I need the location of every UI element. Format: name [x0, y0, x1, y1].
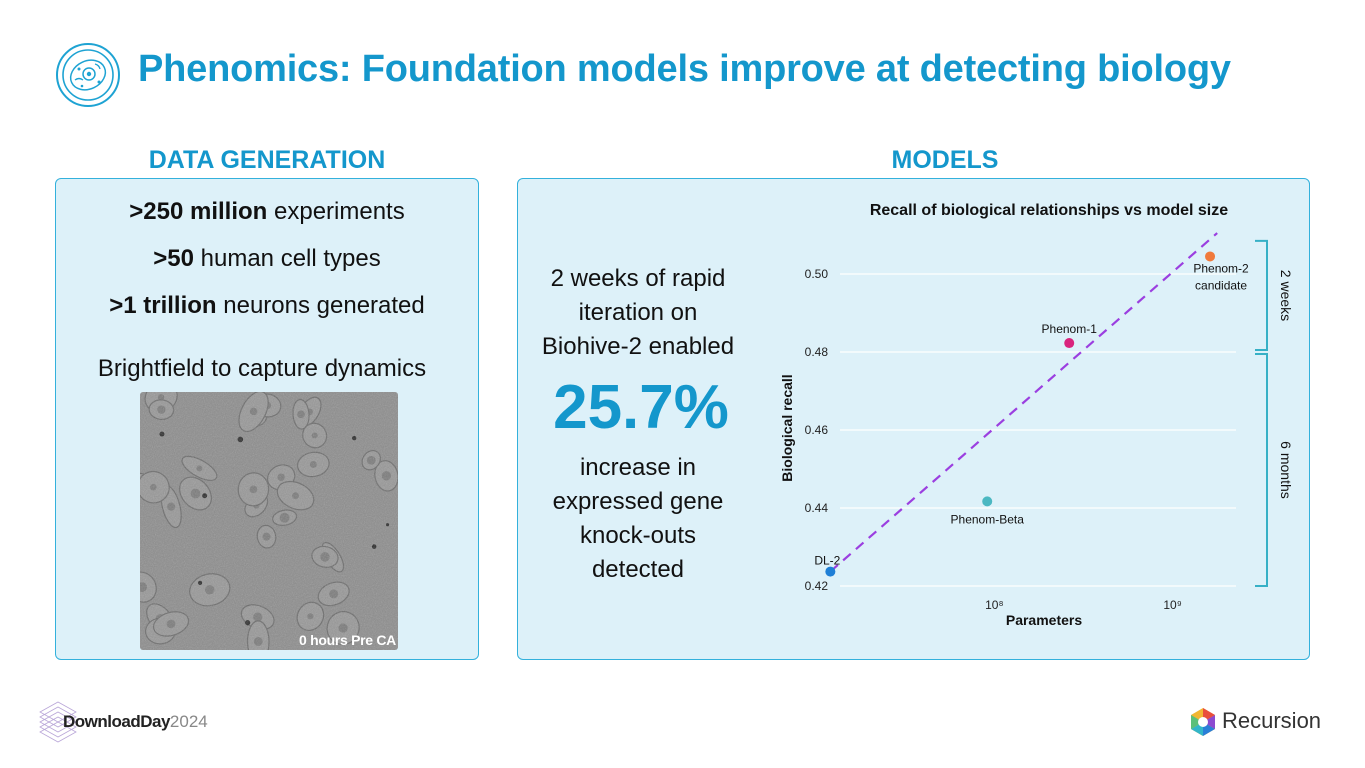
point-label: candidate	[1195, 278, 1247, 292]
y-tick-label: 0.48	[805, 345, 829, 359]
recursion-wordmark: Recursion	[1222, 708, 1322, 733]
x-tick-label: 10⁹	[1163, 598, 1182, 612]
y-tick-label: 0.50	[805, 267, 829, 281]
page-title: Phenomics: Foundation models improve at …	[138, 48, 1231, 90]
stat-neurons: >1 trillion neurons generated	[109, 292, 425, 319]
x-tick-label: 10⁸	[985, 598, 1003, 612]
models-heading: MODELS	[891, 146, 999, 174]
chart-title: Recall of biological relationships vs mo…	[870, 202, 1228, 219]
brightfield-title: Brightfield to capture dynamics	[97, 355, 427, 382]
improvement-description: increase in expressed gene knock-outs de…	[552, 454, 724, 583]
data-point-phenom-2	[1205, 251, 1216, 262]
recall-vs-size-chart: Recall of biological relationships vs mo…	[779, 202, 1294, 628]
cell-icon	[56, 43, 120, 107]
time-bracket	[1255, 352, 1268, 587]
improvement-percentage: 25.7%	[553, 373, 729, 442]
trend-line	[829, 232, 1218, 573]
downloadday-wordmark: DownloadDay2024	[63, 712, 208, 731]
downloadday-logo-icon	[39, 701, 77, 743]
point-label: DL-2	[814, 554, 840, 568]
data-point-phenom-beta	[982, 496, 993, 507]
iteration-text: 2 weeks of rapid iteration on Biohive-2 …	[541, 265, 735, 360]
data-point-dl-2	[825, 566, 836, 577]
image-caption: 0 hours Pre CA	[299, 632, 396, 648]
stat-experiments: >250 million experiments	[129, 198, 405, 225]
recursion-logo-icon	[1191, 708, 1215, 736]
time-bracket	[1255, 239, 1268, 352]
y-tick-label: 0.44	[805, 501, 829, 515]
y-tick-label: 0.42	[805, 579, 829, 593]
stat-cell-types: >50 human cell types	[153, 245, 381, 272]
bracket-label: 2 weeks	[1278, 270, 1294, 321]
brightfield-cell-image: 0 hours Pre CA	[140, 392, 398, 650]
point-label: Phenom-1	[1042, 322, 1098, 336]
data-generation-heading: DATA GENERATION	[148, 146, 386, 174]
point-label: Phenom-Beta	[951, 512, 1025, 526]
bracket-label: 6 months	[1278, 441, 1294, 499]
point-label: Phenom-2	[1193, 261, 1249, 275]
x-axis-label: Parameters	[1006, 612, 1082, 628]
models-panel	[517, 178, 1310, 660]
data-point-phenom-1	[1064, 338, 1075, 349]
y-axis-label: Biological recall	[779, 374, 795, 481]
y-tick-label: 0.46	[805, 423, 829, 437]
